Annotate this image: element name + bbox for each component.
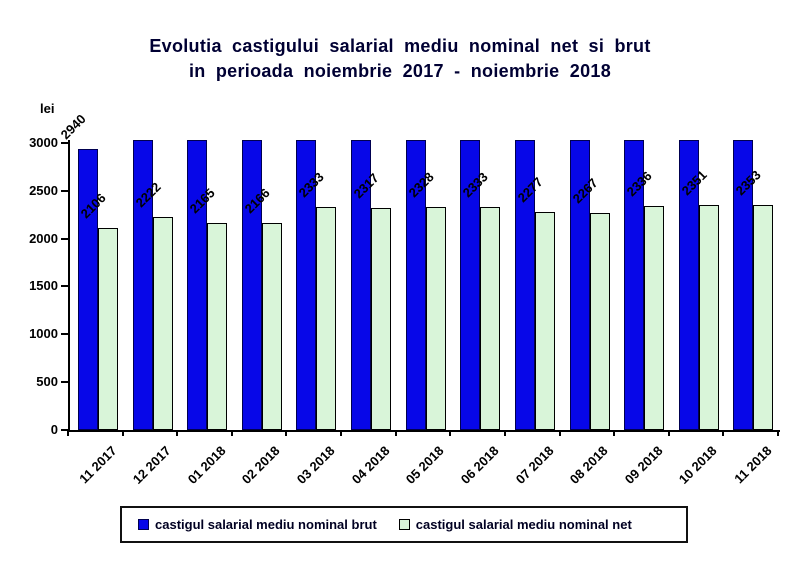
x-axis-tick: [667, 430, 670, 436]
x-axis-tick: [176, 430, 179, 436]
bar-brut: [678, 140, 699, 430]
bar-net: [98, 228, 118, 430]
bar-net: [753, 205, 774, 430]
bar-brut: [296, 140, 317, 430]
y-axis-tick-label: 1000: [29, 326, 58, 342]
bar-brut: [241, 140, 262, 430]
y-axis-tick: [61, 189, 68, 192]
x-axis-tick: [394, 430, 397, 436]
legend-label-brut: castigul salarial mediu nominal brut: [155, 517, 377, 532]
bar-value-label: 2940: [57, 111, 89, 143]
legend-box: castigul salarial mediu nominal brut cas…: [120, 506, 688, 543]
chart-title-line1: Evolutia castigului salarial mediu nomin…: [149, 36, 651, 56]
x-axis-tick: [722, 430, 725, 436]
y-axis-tick: [61, 141, 68, 144]
y-axis-tick: [61, 429, 68, 431]
legend-label-net: castigul salarial mediu nominal net: [415, 517, 632, 532]
x-axis-tick: [340, 430, 343, 436]
x-axis-tick: [449, 430, 452, 436]
bar-net: [698, 205, 719, 430]
y-axis-unit-label: lei: [40, 101, 55, 116]
x-axis-tick: [230, 430, 233, 436]
bar-brut: [514, 140, 535, 430]
plot-area: 2940 2106 2222 2165 2166 2333 2317 2328 2333 2277…: [58, 111, 780, 432]
bar-brut: [624, 140, 645, 430]
y-axis-tick: [61, 237, 68, 240]
legend-item-net: castigul salarial mediu nominal net: [398, 517, 632, 532]
bar-net: [589, 213, 610, 430]
bar-brut: [132, 140, 153, 430]
bar-brut: [78, 149, 98, 430]
bar-net: [425, 207, 446, 430]
bar-brut: [405, 140, 426, 430]
x-axis-tick: [285, 430, 288, 436]
bar-net: [644, 206, 665, 430]
bar-net: [534, 212, 555, 430]
x-axis-tick: [503, 430, 506, 436]
y-axis-tick-label: 2500: [29, 182, 58, 198]
x-axis-tick: [558, 430, 561, 436]
y-axis-tick: [61, 381, 68, 384]
chart-title-line2: in perioada noiembrie 2017 - noiembrie 2…: [188, 61, 612, 81]
y-axis-tick-label: 500: [36, 374, 58, 390]
y-axis-tick-label: 1500: [29, 278, 58, 294]
bar-net: [152, 217, 173, 430]
x-axis-tick: [121, 430, 124, 436]
bar-brut: [351, 140, 372, 430]
brut-swatch-icon: [138, 519, 149, 530]
x-axis-tick: [67, 430, 69, 436]
bar-net: [480, 207, 501, 430]
bar-brut: [733, 140, 754, 430]
bar-brut: [569, 140, 590, 430]
net-swatch-icon: [398, 519, 410, 530]
bar-brut: [187, 140, 208, 430]
bar-brut: [460, 140, 481, 430]
bar-net: [371, 208, 392, 430]
x-axis-tick: [613, 430, 616, 436]
bar-net: [316, 207, 337, 430]
bar-net: [261, 223, 282, 430]
y-axis-tick-label: 2000: [29, 230, 58, 246]
y-axis-tick: [61, 285, 68, 288]
chart-title: Evolutia castigului salarial mediu nomin…: [0, 34, 800, 84]
legend-item-brut: castigul salarial mediu nominal brut: [138, 517, 377, 532]
y-axis-tick-label: 3000: [29, 134, 58, 150]
y-axis-tick-label: 0: [50, 422, 58, 437]
y-axis-tick: [61, 333, 68, 336]
x-axis-tick: [777, 430, 779, 436]
bar-net: [207, 223, 228, 430]
